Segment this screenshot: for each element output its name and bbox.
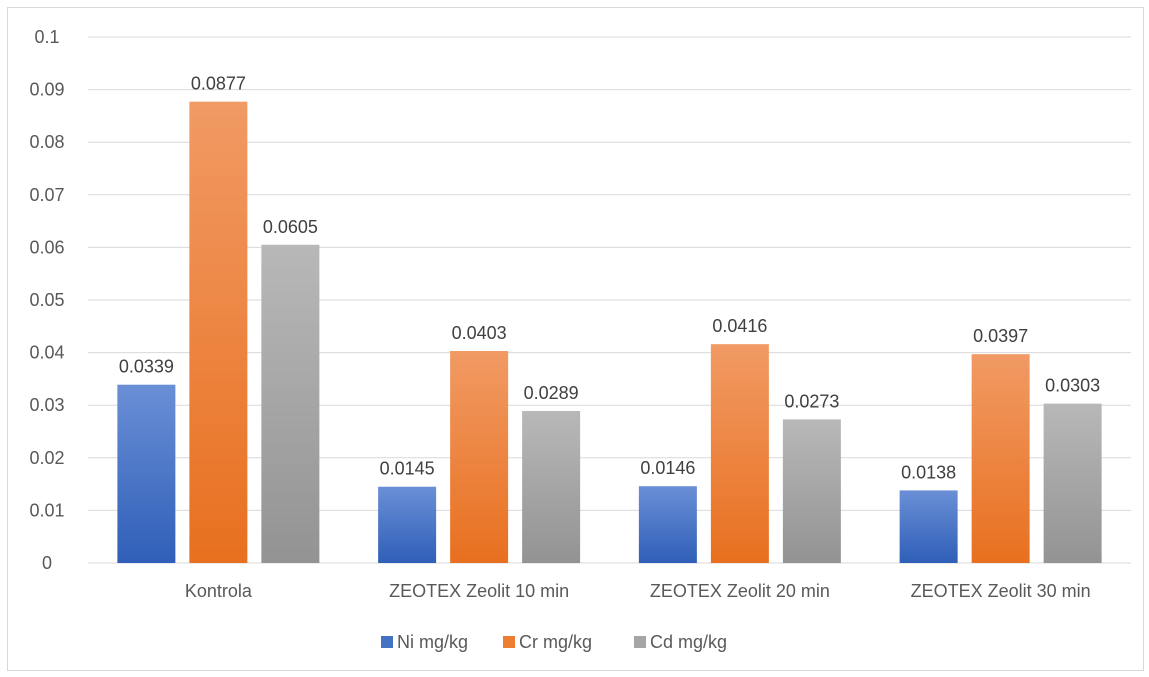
y-tick-label: 0.08 xyxy=(29,132,64,152)
data-label: 0.0273 xyxy=(784,391,839,411)
data-label: 0.0339 xyxy=(119,357,174,377)
y-tick-label: 0.02 xyxy=(29,448,64,468)
data-label: 0.0146 xyxy=(640,458,695,478)
data-label: 0.0605 xyxy=(263,217,318,237)
bar-ni-1 xyxy=(378,486,437,563)
legend-swatch xyxy=(503,636,515,648)
bar-cd-2 xyxy=(782,419,841,563)
data-label: 0.0289 xyxy=(524,383,579,403)
data-label: 0.0138 xyxy=(901,462,956,482)
bar-cd-3 xyxy=(1043,403,1102,563)
bar-cr-1 xyxy=(450,351,509,563)
data-label: 0.0877 xyxy=(191,74,246,94)
y-tick-label: 0.04 xyxy=(29,343,64,363)
bar-cr-3 xyxy=(971,354,1030,563)
y-tick-label: 0.05 xyxy=(29,290,64,310)
y-tick-label: 0.07 xyxy=(29,185,64,205)
legend-label: Ni mg/kg xyxy=(397,632,468,652)
y-axis: 0 0.01 0.02 0.03 0.04 0.05 0.06 0.07 0.08 0.09 0.1 xyxy=(29,27,64,573)
bar-ni-2 xyxy=(638,486,697,563)
bar-ni-0 xyxy=(117,384,176,563)
x-category-label: ZEOTEX Zeolit 30 min xyxy=(911,581,1091,601)
bar-cr-0 xyxy=(189,101,248,563)
y-tick-label: 0.01 xyxy=(29,500,64,520)
y-tick-label: 0.09 xyxy=(29,80,64,100)
x-category-label: Kontrola xyxy=(185,581,253,601)
legend-label: Cd mg/kg xyxy=(650,632,727,652)
bar-ni-3 xyxy=(899,490,958,563)
legend-label: Cr mg/kg xyxy=(519,632,592,652)
y-tick-label: 0 xyxy=(42,553,52,573)
x-axis: Kontrola ZEOTEX Zeolit 10 min ZEOTEX Zeoli… xyxy=(185,581,1091,601)
legend-swatch xyxy=(634,636,646,648)
bars xyxy=(117,101,1102,563)
bar-cd-0 xyxy=(261,244,320,563)
data-label: 0.0416 xyxy=(712,316,767,336)
data-labels: 0.0339 0.0877 0.0605 0.0145 0.0403 0.0289 0.01… xyxy=(119,74,1100,483)
legend: Ni mg/kg Cr mg/kg Cd mg/kg xyxy=(381,632,727,652)
bar-cr-2 xyxy=(710,344,769,563)
data-label: 0.0303 xyxy=(1045,376,1100,396)
y-tick-label: 0.06 xyxy=(29,237,64,257)
data-label: 0.0397 xyxy=(973,326,1028,346)
data-label: 0.0145 xyxy=(380,459,435,479)
data-label: 0.0403 xyxy=(452,323,507,343)
x-category-label: ZEOTEX Zeolit 20 min xyxy=(650,581,830,601)
y-tick-label: 0.1 xyxy=(34,27,59,47)
y-tick-label: 0.03 xyxy=(29,395,64,415)
x-category-label: ZEOTEX Zeolit 10 min xyxy=(389,581,569,601)
legend-swatch xyxy=(381,636,393,648)
bar-cd-1 xyxy=(522,410,581,563)
